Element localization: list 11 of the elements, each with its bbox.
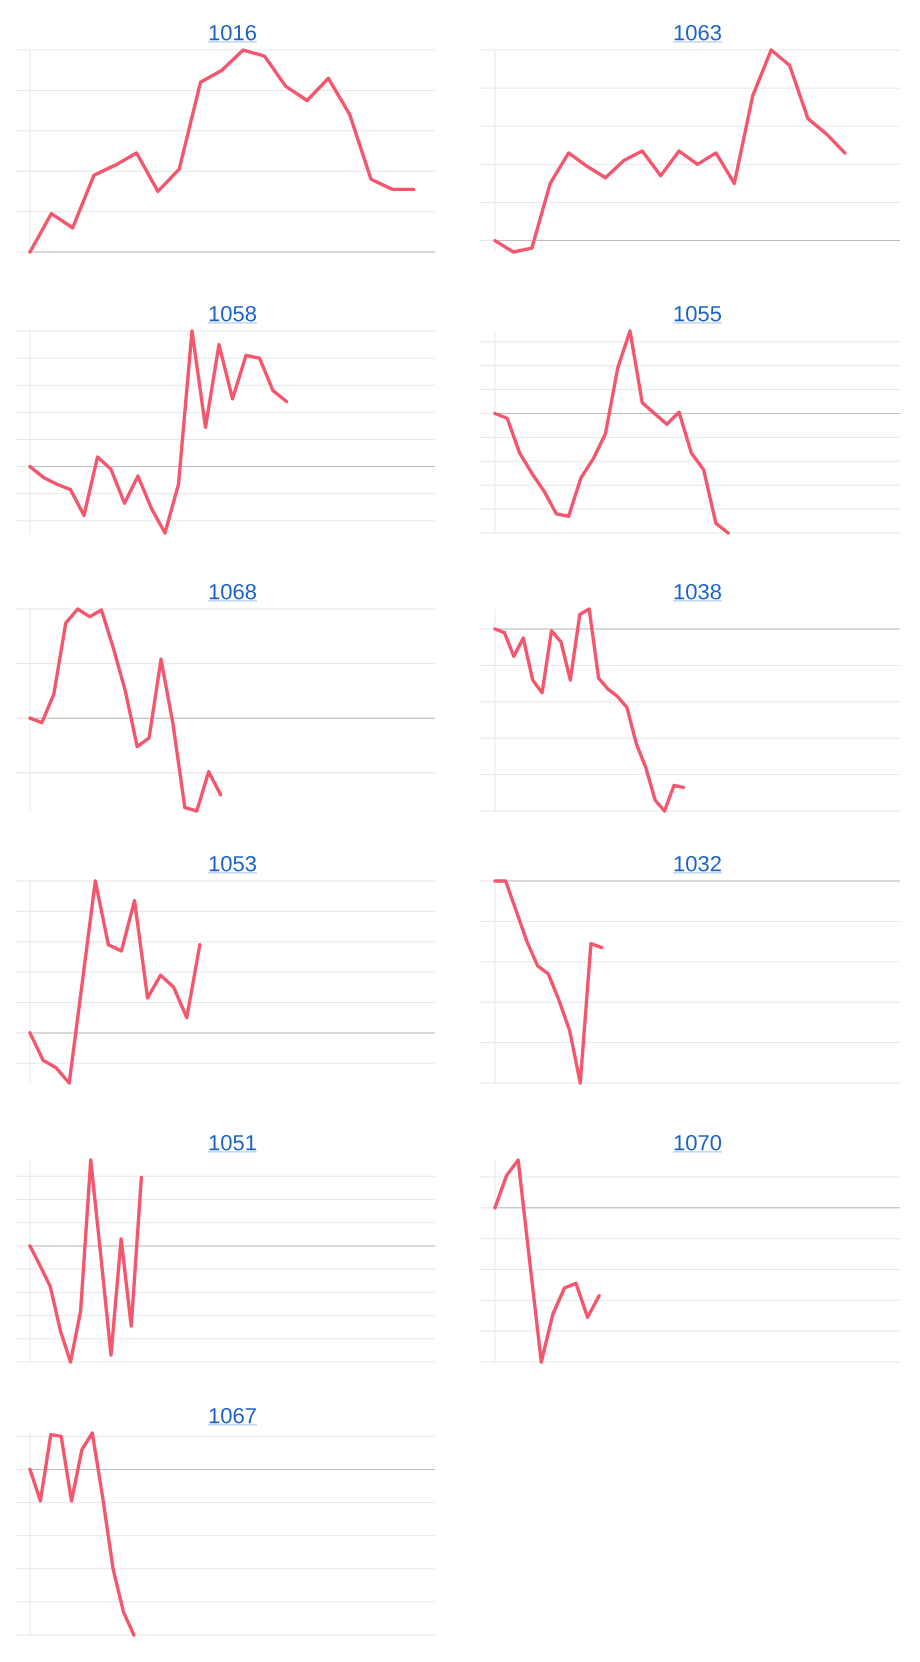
chart-title: 1068 [209,583,256,600]
chart-title: 1038 [674,583,721,600]
chart-title: 1016 [209,24,256,41]
chart-title: 1058 [209,305,256,322]
chart-title: 1053 [209,855,256,872]
chart-title: 1051 [209,1134,256,1151]
chart-title: 1070 [674,1134,722,1151]
chart-title: 1067 [209,1407,256,1424]
chart-title: 1063 [674,24,721,41]
chart-title: 1055 [674,305,722,322]
chart-title: 1032 [674,855,721,872]
